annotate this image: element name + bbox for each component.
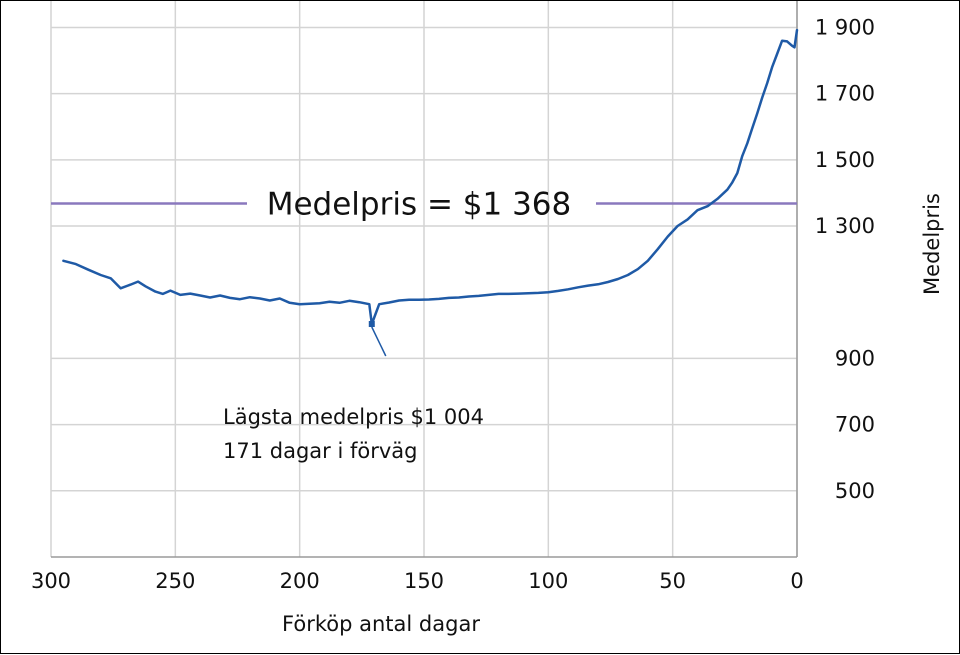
grid <box>50 1 798 558</box>
lowest-price-marker <box>368 321 375 328</box>
y-tick-label-1 300: 1 300 <box>815 214 875 238</box>
annotation-line-1: Lägsta medelpris $1 004 <box>223 405 484 429</box>
annotation-leader-line <box>371 326 387 357</box>
x-tick-label-100: 100 <box>528 569 568 593</box>
average-price-label: Medelpris = $1 368 <box>267 187 572 223</box>
average-price-group: Medelpris = $1 368 <box>51 187 797 223</box>
x-tick-label-300: 300 <box>31 569 71 593</box>
y-tick-label-1 900: 1 900 <box>815 15 875 39</box>
x-axis-ticks: 300 250 200 150 100 50 0 <box>31 569 804 593</box>
annotation-line-2: 171 dagar i förväg <box>223 439 417 463</box>
y-tick-label-700: 700 <box>835 413 875 437</box>
y-tick-label-1 700: 1 700 <box>815 82 875 106</box>
x-axis-title: Förköp antal dagar <box>282 612 480 636</box>
lowest-price-annotation: Lägsta medelpris $1 004 171 dagar i förv… <box>223 321 484 463</box>
x-tick-label-250: 250 <box>155 569 195 593</box>
y-axis-title: Medelpris <box>920 193 944 295</box>
y-tick-label-500: 500 <box>835 479 875 503</box>
x-tick-label-200: 200 <box>280 569 320 593</box>
y-tick-label-900: 900 <box>835 346 875 370</box>
x-tick-label-150: 150 <box>404 569 444 593</box>
x-tick-label-0: 0 <box>790 569 803 593</box>
x-tick-label-50: 50 <box>659 569 686 593</box>
series-line <box>62 28 799 326</box>
y-tick-label-1 500: 1 500 <box>815 148 875 172</box>
y-axis-ticks: 500 700 900 1 300 1 500 1 700 1 900 <box>815 15 875 502</box>
